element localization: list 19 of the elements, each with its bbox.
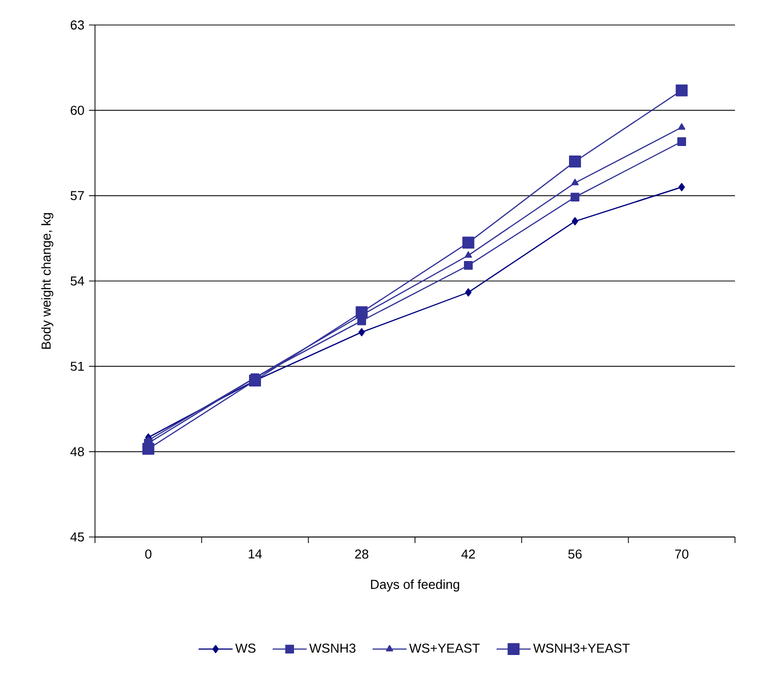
x-tick-label: 56 (568, 549, 582, 559)
y-tick-label: 45 (70, 532, 84, 542)
x-tick-label: 42 (461, 549, 475, 559)
x-tick-label: 0 (145, 549, 152, 559)
legend-label: WS (235, 644, 256, 653)
y-tick-label: 54 (70, 276, 84, 286)
y-axis-title: Body weight change, kg (41, 213, 54, 349)
y-tick-label: 48 (70, 447, 84, 456)
legend-label: WSNH3+YEAST (533, 644, 630, 653)
x-tick-label: 70 (675, 549, 688, 559)
x-tick-label: 28 (355, 549, 368, 559)
y-tick-label: 57 (70, 191, 84, 200)
y-tick-label: 60 (70, 106, 84, 115)
y-tick-label: 51 (70, 362, 84, 371)
y-tick-label: 63 (70, 20, 84, 30)
x-tick-label: 14 (248, 549, 262, 558)
legend-label: WS+YEAST (409, 644, 480, 653)
legend-label: WSNH3 (309, 644, 356, 653)
x-axis-title: Days of feeding (371, 579, 460, 592)
